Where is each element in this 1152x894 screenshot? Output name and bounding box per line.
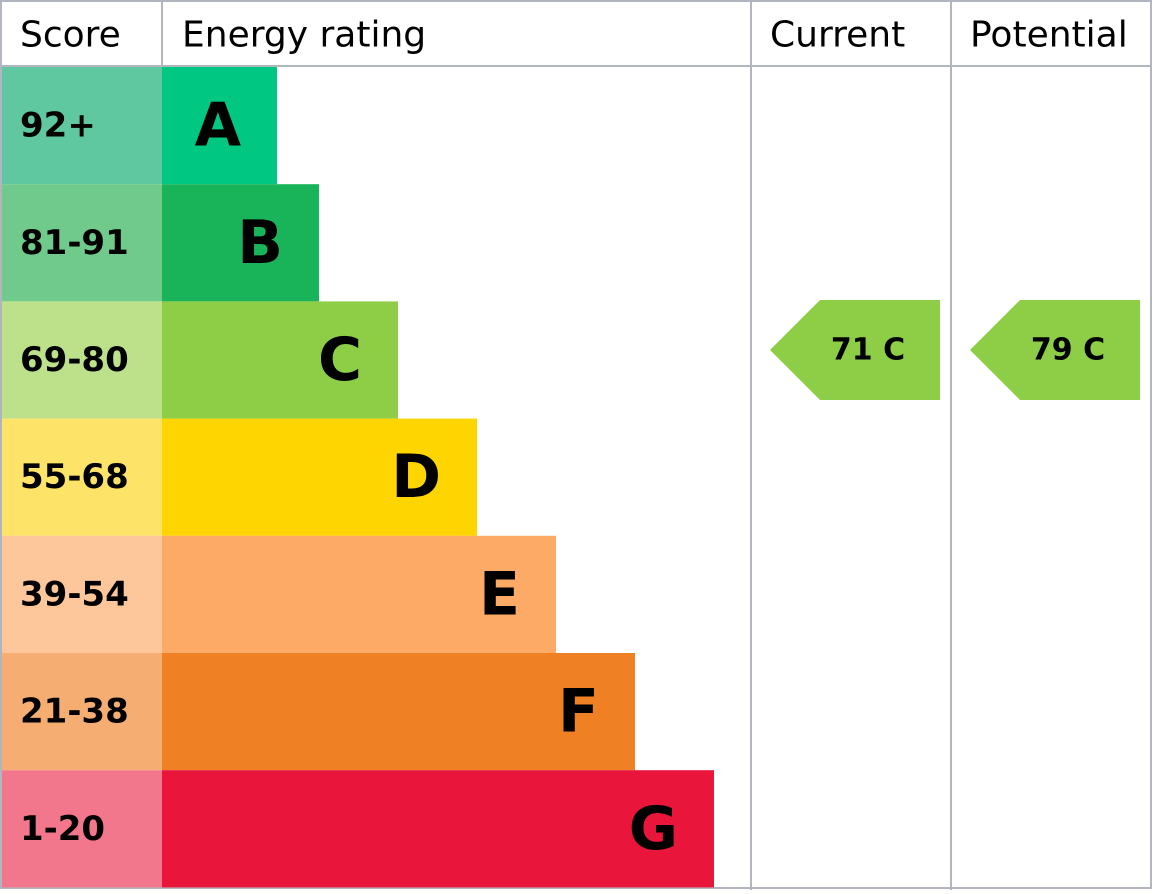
score-cell bbox=[2, 653, 162, 771]
potential-arrow bbox=[970, 300, 1140, 400]
score-range: 81-91 bbox=[20, 223, 129, 263]
rating-bar bbox=[162, 418, 477, 536]
header-current: Current bbox=[770, 15, 905, 56]
rating-letter: C bbox=[318, 325, 362, 395]
rating-bar bbox=[162, 770, 714, 888]
header-score: Score bbox=[20, 15, 121, 56]
rating-bar bbox=[162, 653, 635, 771]
score-cell bbox=[2, 67, 162, 185]
score-cell bbox=[2, 418, 162, 536]
rating-letter: G bbox=[629, 794, 678, 864]
score-range: 92+ bbox=[20, 106, 96, 146]
score-range: 39-54 bbox=[20, 574, 129, 614]
rating-letter: E bbox=[479, 559, 520, 629]
score-cell bbox=[2, 301, 162, 419]
rating-letter: F bbox=[558, 677, 599, 747]
rating-letter: B bbox=[237, 208, 283, 278]
header-potential: Potential bbox=[970, 15, 1128, 56]
current-label: 71 C bbox=[831, 333, 905, 368]
score-cell bbox=[2, 770, 162, 888]
score-cell bbox=[2, 184, 162, 302]
score-range: 55-68 bbox=[20, 457, 129, 497]
rating-letter: A bbox=[195, 91, 242, 161]
current-arrow bbox=[770, 300, 940, 400]
header-rating: Energy rating bbox=[182, 15, 426, 56]
score-range: 1-20 bbox=[20, 809, 105, 849]
rating-letter: D bbox=[391, 442, 441, 512]
rating-bar bbox=[162, 67, 277, 185]
rating-bar bbox=[162, 535, 556, 653]
rating-bar bbox=[162, 184, 319, 302]
rating-bar bbox=[162, 301, 398, 419]
potential-label: 79 C bbox=[1031, 333, 1105, 368]
score-cell bbox=[2, 535, 162, 653]
score-range: 69-80 bbox=[20, 340, 129, 380]
score-range: 21-38 bbox=[20, 692, 129, 732]
